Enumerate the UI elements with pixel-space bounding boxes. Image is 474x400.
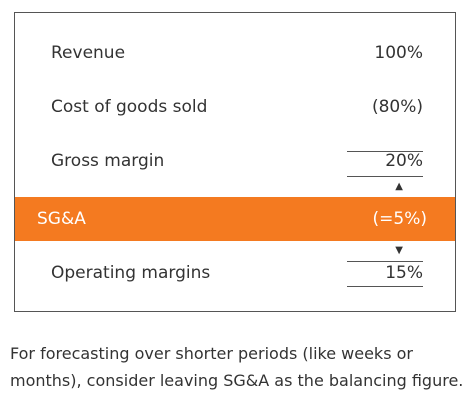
row-value: (80%): [371, 97, 423, 117]
caption-line: For forecasting over shorter periods (li…: [10, 344, 413, 363]
row-label: Operating margins: [51, 263, 211, 283]
up-arrow: ▲: [395, 181, 403, 192]
row-label: SG&A: [37, 209, 86, 229]
sum-rule: [347, 176, 423, 177]
row-value: (=5%): [372, 209, 427, 229]
row-value: 100%: [374, 43, 423, 63]
highlight-row: SG&A (=5%): [15, 197, 455, 241]
row-value: 15%: [385, 263, 423, 283]
table-box: Revenue 100% Cost of goods sold (80%) Gr…: [14, 12, 456, 312]
row: Gross margin 20%: [15, 141, 455, 181]
row: Cost of goods sold (80%): [15, 87, 455, 127]
sum-rule: [347, 286, 423, 287]
caption: For forecasting over shorter periods (li…: [10, 340, 474, 394]
row-value: 20%: [385, 151, 423, 171]
sum-rule: [347, 261, 423, 262]
row: Revenue 100%: [15, 33, 455, 73]
sum-rule: [347, 151, 423, 152]
down-arrow: ▼: [395, 245, 403, 256]
caption-line: months), consider leaving SG&A as the ba…: [10, 371, 464, 390]
row-label: Gross margin: [51, 151, 165, 171]
row-label: Revenue: [51, 43, 126, 63]
row: Operating margins 15%: [15, 253, 455, 293]
row-label: Cost of goods sold: [51, 97, 208, 117]
